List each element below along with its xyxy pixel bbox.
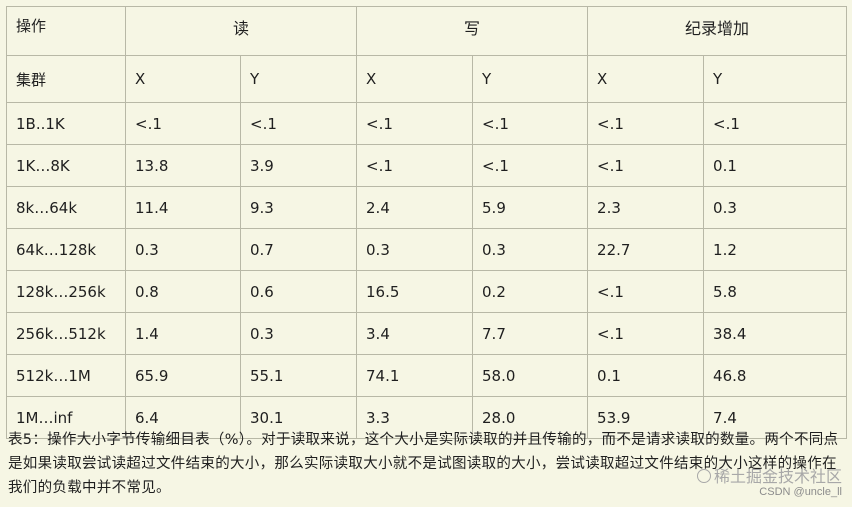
table-header-row: 操作 读 写 纪录增加 [6, 6, 848, 56]
table-cell: <.1 [239, 102, 358, 145]
table-cell: 46.8 [703, 354, 848, 397]
table-cell: 0.3 [239, 312, 358, 355]
table-cell: <.1 [703, 102, 848, 145]
row-label: 128k…256k [6, 270, 126, 313]
subheader-col: X [125, 55, 241, 103]
table-row: 1K…8K 13.8 3.9 <.1 <.1 <.1 0.1 [6, 144, 848, 187]
table-cell: 5.9 [472, 186, 589, 229]
data-table-container: 操作 读 写 纪录增加 集群 X Y X Y X Y 1B..1K <.1 <.… [6, 6, 848, 439]
table-cell: 38.4 [703, 312, 848, 355]
table-cell: 65.9 [125, 354, 241, 397]
row-label: 1B..1K [6, 102, 126, 145]
table-row: 64k…128k 0.3 0.7 0.3 0.3 22.7 1.2 [6, 228, 848, 271]
watermark-main-text: 稀土掘金技术社区 [713, 469, 842, 486]
header-cluster: 集群 [6, 55, 126, 103]
table-cell: 22.7 [587, 228, 705, 271]
header-group-read: 读 [124, 6, 358, 56]
table-cell: 0.1 [587, 354, 705, 397]
table-cell: 0.3 [356, 228, 474, 271]
table-cell: 0.3 [125, 228, 241, 271]
table-cell: 1.4 [125, 312, 241, 355]
table-cell: 0.7 [239, 228, 358, 271]
table-cell: 0.3 [472, 228, 589, 271]
table-cell: <.1 [356, 144, 474, 187]
table-cell: 7.7 [472, 312, 589, 355]
table-row: 1M…inf 6.4 30.1 3.3 28.0 53.9 7.4 [6, 396, 848, 439]
table-row: 8k…64k 11.4 9.3 2.4 5.9 2.3 0.3 [6, 186, 848, 229]
subheader-col: X [356, 55, 474, 103]
header-group-append: 纪录增加 [587, 6, 848, 56]
subheader-col: Y [239, 55, 358, 103]
table-cell: 3.4 [356, 312, 474, 355]
table-cell: <.1 [125, 102, 241, 145]
juejin-logo-icon [696, 469, 711, 483]
table-cell: 58.0 [472, 354, 589, 397]
table-cell: 13.8 [125, 144, 241, 187]
subheader-col: Y [472, 55, 589, 103]
table-cell: 55.1 [239, 354, 358, 397]
table-cell: <.1 [472, 144, 589, 187]
row-label: 1M…inf [6, 396, 126, 439]
table-cell: 28.0 [472, 396, 589, 439]
table-cell: <.1 [587, 312, 705, 355]
table-cell: 6.4 [125, 396, 241, 439]
row-label: 512k…1M [6, 354, 126, 397]
table-cell: 3.9 [239, 144, 358, 187]
table-row: 512k…1M 65.9 55.1 74.1 58.0 0.1 46.8 [6, 354, 848, 397]
table-cell: 11.4 [125, 186, 241, 229]
table-cell: 2.4 [356, 186, 474, 229]
table-cell: 0.3 [703, 186, 848, 229]
table-row: 1B..1K <.1 <.1 <.1 <.1 <.1 <.1 [6, 102, 848, 145]
table-cell: 16.5 [356, 270, 474, 313]
table-cell: <.1 [587, 144, 705, 187]
table-row: 128k…256k 0.8 0.6 16.5 0.2 <.1 5.8 [6, 270, 848, 313]
table-cell: 0.1 [703, 144, 848, 187]
transfer-size-table: 操作 读 写 纪录增加 集群 X Y X Y X Y 1B..1K <.1 <.… [6, 6, 848, 439]
header-group-write: 写 [356, 6, 589, 56]
table-caption: 表5：操作大小字节传输细目表（%）。对于读取来说，这个大小是实际读取的并且传输的… [8, 432, 839, 496]
watermark-main: 稀土掘金技术社区 [696, 469, 842, 486]
table-cell: 74.1 [356, 354, 474, 397]
table-cell: 0.2 [472, 270, 589, 313]
row-label: 256k…512k [6, 312, 126, 355]
table-cell: 9.3 [239, 186, 358, 229]
table-subheader-row: 集群 X Y X Y X Y [6, 55, 848, 103]
table-cell: 0.6 [239, 270, 358, 313]
table-cell: 0.8 [125, 270, 241, 313]
table-cell: <.1 [356, 102, 474, 145]
table-cell: 1.2 [703, 228, 848, 271]
table-row: 256k…512k 1.4 0.3 3.4 7.7 <.1 38.4 [6, 312, 848, 355]
table-cell: 5.8 [703, 270, 848, 313]
table-cell: 30.1 [239, 396, 358, 439]
header-operation: 操作 [6, 6, 126, 56]
watermark: 稀土掘金技术社区 CSDN @uncle_ll [696, 469, 842, 500]
row-label: 8k…64k [6, 186, 126, 229]
table-cell: 3.3 [356, 396, 474, 439]
row-label: 64k…128k [6, 228, 126, 271]
table-cell: 7.4 [703, 396, 848, 439]
table-cell: <.1 [587, 270, 705, 313]
table-cell: 2.3 [587, 186, 705, 229]
subheader-col: Y [703, 55, 848, 103]
watermark-sub: CSDN @uncle_ll [759, 486, 842, 498]
row-label: 1K…8K [6, 144, 126, 187]
table-cell: <.1 [472, 102, 589, 145]
table-cell: <.1 [587, 102, 705, 145]
subheader-col: X [587, 55, 705, 103]
